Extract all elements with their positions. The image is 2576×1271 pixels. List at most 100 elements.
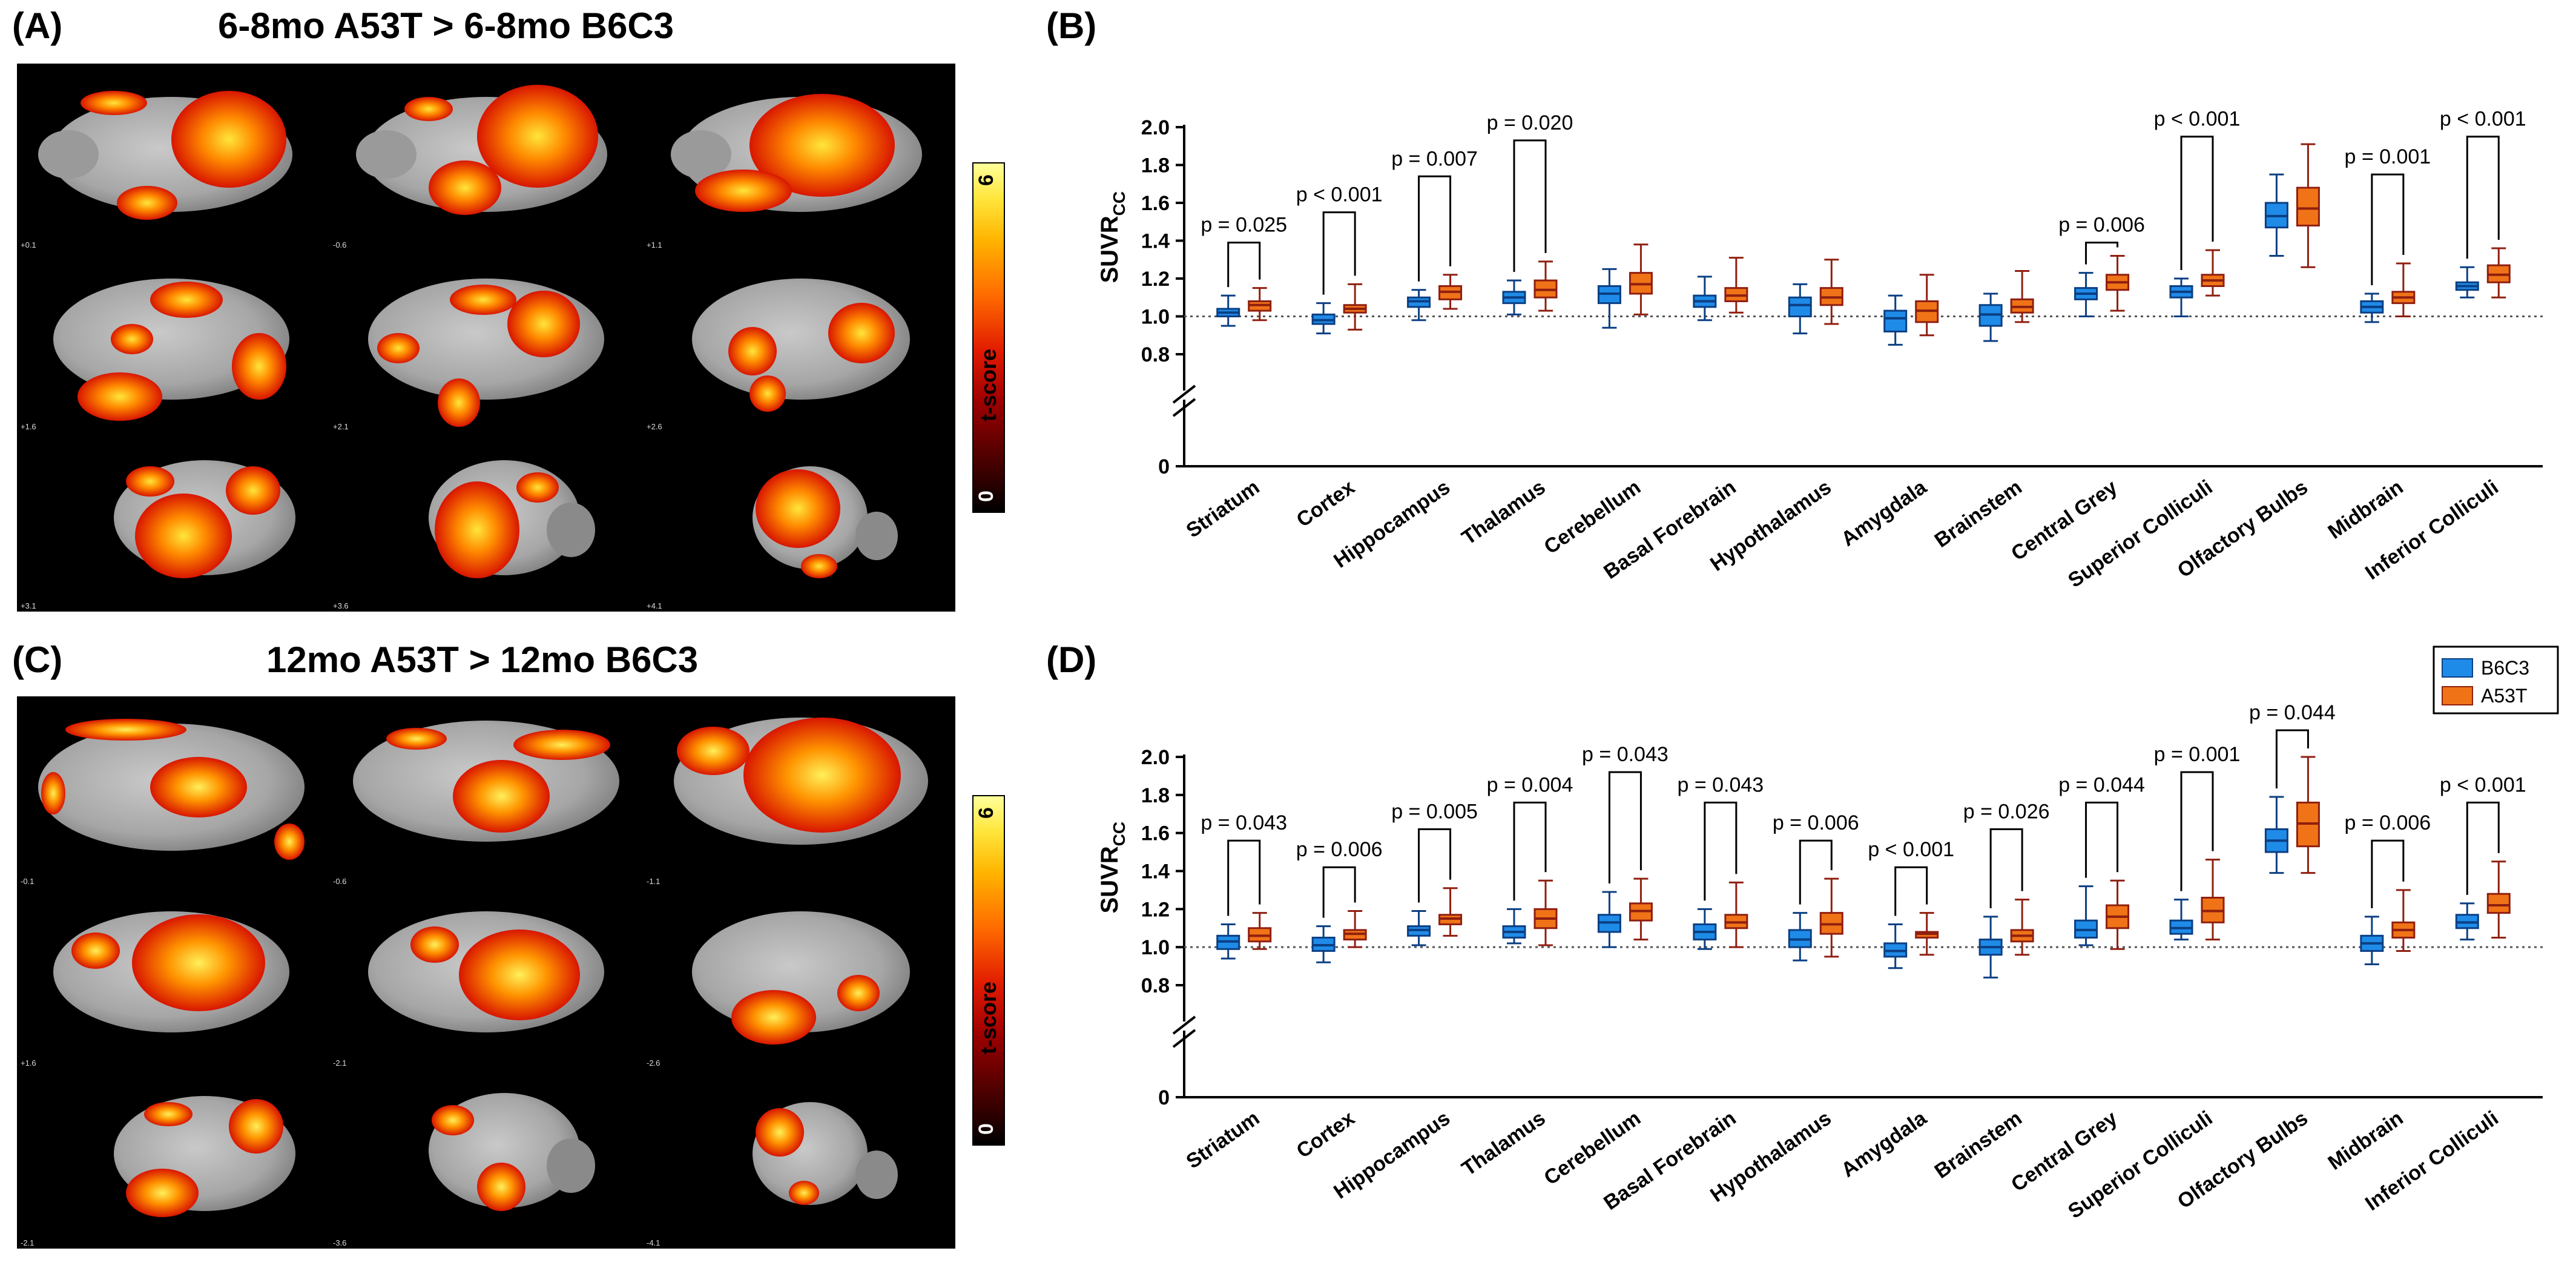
panel-title-a: 6-8mo A53T > 6-8mo B6C3 — [218, 5, 674, 46]
significance-bracket — [1418, 175, 1452, 282]
slice-label-a-5: +2.1 — [333, 422, 349, 431]
x-tick-label: Amygdala — [1837, 1106, 1931, 1182]
brain-slice-grid-a: +0.1 -0.6 +1.1 +1.6 +2.1 +2.6 +3.1 +3.6 … — [17, 64, 955, 612]
significance-label: p = 0.026 — [1963, 800, 2050, 823]
x-tick-label: Striatum — [1182, 1106, 1264, 1173]
significance-label: p < 0.001 — [1868, 838, 1954, 861]
slice-label-a-3: +1.1 — [647, 240, 662, 249]
significance-bracket — [1704, 801, 1738, 901]
brain-slice-c-2 — [353, 721, 619, 842]
colorbar-a — [972, 162, 1005, 513]
y-tick-label: 0 — [1158, 1086, 1170, 1109]
x-tick-label: Amygdala — [1837, 475, 1931, 551]
significance-label: p = 0.006 — [2058, 214, 2145, 237]
brain-slice-c-9 — [753, 1102, 898, 1205]
slice-label-c-4: +1.6 — [21, 1058, 36, 1068]
significance-bracket — [1894, 866, 1928, 916]
y-tick-label: 1.6 — [1141, 822, 1170, 845]
brain-slice-a-6 — [692, 279, 910, 412]
brain-slice-a-1 — [38, 91, 292, 220]
legend: B6C3 A53T — [2433, 645, 2559, 715]
axis-break-mark — [1172, 1029, 1196, 1048]
y-tick-label: 2.0 — [1141, 116, 1170, 139]
significance-bracket — [1799, 839, 1833, 905]
x-tick-label: Thalamus — [1458, 475, 1550, 549]
y-tick-label: 1.6 — [1141, 192, 1170, 215]
brain-slice-c-8 — [429, 1093, 595, 1211]
significance-bracket — [2466, 136, 2500, 259]
y-tick-label: 1.2 — [1141, 268, 1170, 291]
y-tick-label: 1.2 — [1141, 898, 1170, 921]
slice-label-c-7: -2.1 — [21, 1238, 35, 1247]
brain-slices-a — [38, 85, 922, 578]
chart-b: 0 0.8 1.0 1.2 1.4 1.6 1.8 2.0 SUVRCC Striatum p = … — [1096, 108, 2543, 592]
slice-label-c-3: -1.1 — [647, 877, 660, 886]
significance-label: p = 0.044 — [2058, 773, 2145, 796]
slice-label-a-4: +1.6 — [21, 422, 36, 431]
significance-label: p = 0.043 — [1582, 743, 1668, 766]
slice-label-a-9: +4.1 — [647, 601, 662, 610]
slice-label-c-1: -0.1 — [21, 877, 35, 886]
x-tick-label: Cortex — [1293, 475, 1359, 532]
significance-bracket — [1608, 771, 1642, 884]
significance-label: p = 0.020 — [1487, 111, 1573, 134]
significance-bracket — [1322, 211, 1356, 295]
slice-label-c-8: -3.6 — [333, 1238, 347, 1247]
panel-letter-b: (B) — [1046, 5, 1097, 46]
significance-bracket — [1418, 828, 1452, 903]
slice-label-a-7: +3.1 — [21, 601, 36, 610]
y-tick-label: 1.4 — [1141, 230, 1170, 253]
panel-letter-d: (D) — [1046, 639, 1097, 680]
x-tick-label: Cortex — [1293, 1106, 1359, 1163]
box-b6c3 — [1883, 309, 1908, 332]
significance-bracket — [1322, 866, 1356, 918]
panel-title-c: 12mo A53T > 12mo B6C3 — [266, 639, 699, 680]
panel-letter-c: (C) — [12, 639, 63, 680]
brain-slices-c — [38, 718, 928, 1217]
significance-bracket — [2085, 801, 2119, 878]
significance-bracket — [1227, 242, 1261, 288]
box-a53t — [2296, 187, 2320, 226]
significance-label: p = 0.043 — [1677, 773, 1764, 796]
significance-bracket — [1227, 839, 1261, 916]
significance-bracket — [1513, 139, 1547, 272]
brain-slice-a-2 — [356, 85, 607, 215]
y-tick-label: 0 — [1158, 455, 1170, 478]
panel-letter-a: (A) — [12, 5, 63, 46]
slice-label-c-2: -0.6 — [333, 877, 347, 886]
brain-slice-c-4 — [53, 911, 289, 1032]
axis-break-mark — [1172, 385, 1196, 404]
x-tick-label: Thalamus — [1458, 1106, 1550, 1180]
significance-label: p = 0.001 — [2344, 145, 2431, 168]
y-tick-label: 1.4 — [1141, 860, 1170, 883]
brain-slice-a-5 — [368, 279, 604, 427]
significance-bracket — [2180, 136, 2214, 270]
significance-label: p < 0.001 — [1296, 183, 1383, 206]
axis-break-mark — [1172, 398, 1196, 417]
y-tick-label: 1.8 — [1141, 154, 1170, 177]
significance-label: p = 0.025 — [1201, 214, 1287, 237]
y-tick-label: 0.8 — [1141, 974, 1170, 997]
significance-label: p < 0.001 — [2154, 108, 2241, 131]
y-tick-label: 1.8 — [1141, 784, 1170, 807]
y-tick-label: 2.0 — [1141, 746, 1170, 769]
x-tick-label: Striatum — [1182, 475, 1264, 542]
significance-label: p = 0.044 — [2249, 701, 2336, 724]
legend-swatch — [2442, 686, 2473, 705]
legend-swatch — [2442, 658, 2473, 678]
slice-label-a-2: -0.6 — [333, 240, 347, 249]
significance-label: p = 0.005 — [1391, 800, 1478, 823]
box-b6c3 — [1788, 296, 1812, 317]
brain-slice-a-7 — [114, 460, 295, 578]
significance-bracket — [2371, 839, 2405, 908]
y-tick-label: 1.0 — [1141, 936, 1170, 959]
x-tick-label: Midbrain — [2324, 475, 2408, 543]
axis-break-mark — [1172, 1015, 1196, 1035]
significance-bracket — [2466, 801, 2500, 895]
slice-label-a-6: +2.6 — [647, 422, 662, 431]
brain-slice-c-7 — [114, 1096, 295, 1217]
significance-label: p = 0.004 — [1487, 773, 1573, 796]
x-tick-label: Brainstem — [1931, 475, 2026, 552]
slice-label-c-6: -2.6 — [647, 1058, 660, 1068]
